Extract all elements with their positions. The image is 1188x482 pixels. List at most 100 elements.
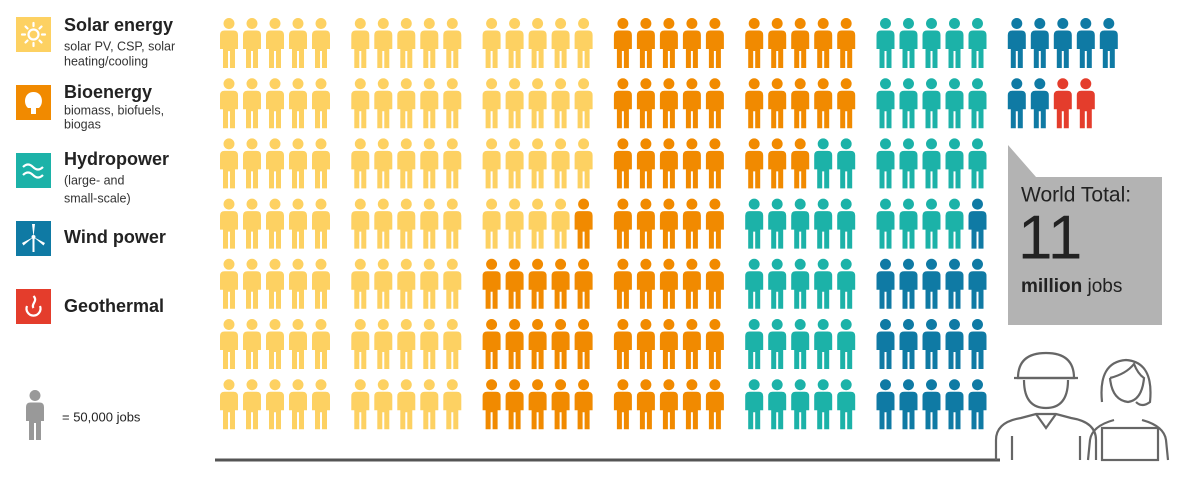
person-icon <box>745 138 764 189</box>
person-icon <box>876 78 895 129</box>
sun-glyph <box>20 21 47 48</box>
person-icon <box>505 78 524 129</box>
person-icon <box>243 258 261 309</box>
person-icon <box>791 198 810 249</box>
person-icon <box>791 78 810 129</box>
person-icon <box>220 379 238 430</box>
person-icon <box>791 18 810 68</box>
person-icon <box>289 319 307 369</box>
person-icon <box>505 319 524 369</box>
person-icon <box>682 258 701 309</box>
person-icon <box>551 198 570 249</box>
person-icon <box>705 198 724 249</box>
person-icon <box>659 198 678 249</box>
person-icon <box>1099 18 1118 68</box>
person-icon <box>922 258 941 309</box>
person-icon <box>745 18 764 68</box>
person-icon <box>505 198 524 249</box>
person-icon <box>768 198 787 249</box>
person-icon <box>351 198 370 249</box>
person-icon <box>613 198 632 249</box>
legend-desc: solar PV, CSP, solar <box>64 39 175 53</box>
person-icon <box>551 18 570 68</box>
person-icon <box>768 319 787 369</box>
person-icon <box>968 18 987 68</box>
person-icon <box>482 78 501 129</box>
callout-label: World Total: <box>1021 184 1131 207</box>
geo-glyph <box>25 295 42 317</box>
person-icon <box>636 78 655 129</box>
person-icon <box>659 319 678 369</box>
person-icon <box>837 319 856 369</box>
person-icon <box>745 258 764 309</box>
person-icon <box>482 138 501 189</box>
unit-label: = 50,000 jobs <box>62 409 141 424</box>
person-icon <box>243 198 261 249</box>
legend-name: Solar energy <box>64 15 173 35</box>
person-icon <box>705 379 724 430</box>
person-icon <box>351 138 370 189</box>
person-icon <box>220 18 238 68</box>
person-icon <box>243 138 261 189</box>
legend-desc: biogas <box>64 117 101 131</box>
person-icon <box>312 18 330 68</box>
person-icon <box>814 78 833 129</box>
person-icon <box>528 78 547 129</box>
person-icon <box>682 379 701 430</box>
person-icon <box>482 18 501 68</box>
person-icon <box>505 379 524 430</box>
person-icon <box>574 138 593 189</box>
person-icon <box>505 18 524 68</box>
person-icon <box>814 138 833 189</box>
person-icon <box>374 319 393 369</box>
person-icon <box>374 198 393 249</box>
person-icon <box>1007 78 1026 129</box>
person-icon <box>266 379 284 430</box>
person-icon <box>768 18 787 68</box>
person-icon <box>899 18 918 68</box>
person-icon <box>899 319 918 369</box>
leaf-glyph <box>25 92 42 114</box>
person-icon <box>220 319 238 369</box>
legend-desc: (large- and <box>64 173 124 187</box>
person-icon <box>659 258 678 309</box>
person-icon <box>528 258 547 309</box>
person-icon <box>837 379 856 430</box>
person-icon <box>443 258 462 309</box>
person-icon <box>420 258 439 309</box>
person-icon <box>899 78 918 129</box>
person-icon <box>266 78 284 129</box>
person-icon <box>745 78 764 129</box>
person-icon <box>443 78 462 129</box>
person-icon <box>266 258 284 309</box>
legend-name: Bioenergy <box>64 82 152 102</box>
person-icon <box>482 198 501 249</box>
person-icon <box>636 258 655 309</box>
person-icon <box>659 138 678 189</box>
person-icon <box>814 319 833 369</box>
person-icon <box>374 18 393 68</box>
person-icon <box>814 18 833 68</box>
person-icon <box>899 379 918 430</box>
person-icon <box>922 319 941 369</box>
person-icon <box>312 319 330 369</box>
legend-name: Geothermal <box>64 296 164 316</box>
callout-unit-bold: million <box>1021 276 1082 297</box>
person-icon <box>814 198 833 249</box>
person-icon <box>482 379 501 430</box>
person-icon <box>613 319 632 369</box>
person-icon <box>682 198 701 249</box>
person-icon <box>922 198 941 249</box>
person-icon <box>1030 18 1049 68</box>
person-icon <box>791 319 810 369</box>
person-icon <box>636 138 655 189</box>
person-icon <box>682 18 701 68</box>
callout-number: 11 <box>1018 203 1082 272</box>
person-icon <box>659 78 678 129</box>
person-icon <box>420 78 439 129</box>
person-icon <box>574 258 593 309</box>
person-icon <box>768 258 787 309</box>
person-icon <box>682 319 701 369</box>
person-icon <box>374 78 393 129</box>
person-icon <box>922 379 941 430</box>
